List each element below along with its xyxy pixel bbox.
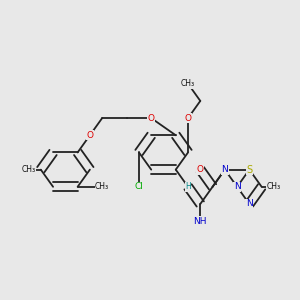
- Text: CH₃: CH₃: [267, 182, 281, 191]
- Text: N: N: [246, 200, 253, 208]
- Text: S: S: [246, 165, 252, 175]
- Text: O: O: [148, 114, 155, 123]
- Text: CH₃: CH₃: [95, 182, 109, 191]
- Text: CH₃: CH₃: [181, 79, 195, 88]
- Text: N: N: [234, 182, 241, 191]
- Text: CH₃: CH₃: [22, 165, 36, 174]
- Text: H: H: [185, 182, 191, 191]
- Text: NH: NH: [194, 217, 207, 226]
- Text: O: O: [184, 114, 191, 123]
- Text: N: N: [221, 165, 228, 174]
- Text: Cl: Cl: [134, 182, 143, 191]
- Text: O: O: [86, 131, 93, 140]
- Text: O: O: [197, 165, 204, 174]
